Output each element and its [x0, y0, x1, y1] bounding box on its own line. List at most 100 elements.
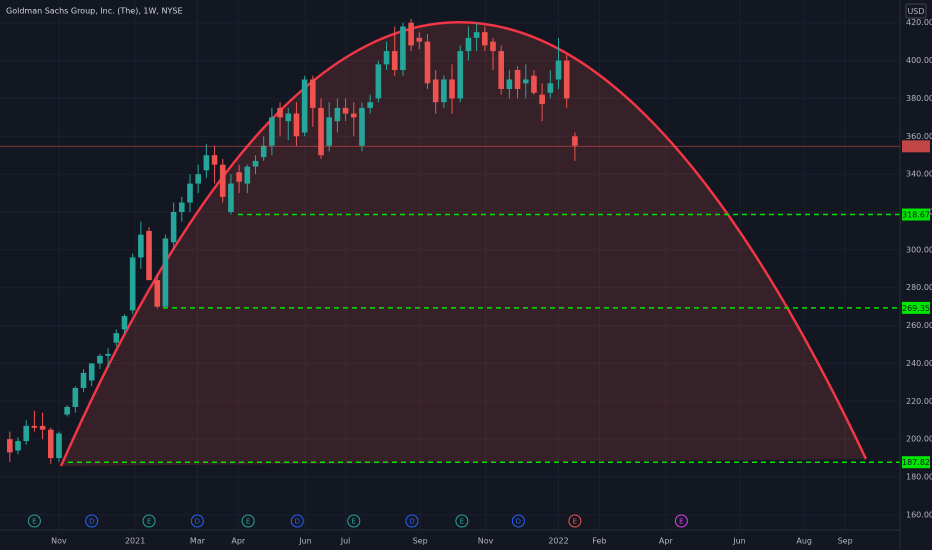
- event-letter: D: [89, 518, 94, 526]
- event-marker: [85, 514, 99, 528]
- arc-drawing: [59, 21, 868, 467]
- candle-body: [342, 107, 349, 114]
- x-tick-label: Apr: [659, 537, 674, 546]
- candle-body: [441, 79, 447, 103]
- event-marker: [142, 514, 156, 528]
- event-letter: E: [352, 518, 356, 526]
- plot: [0, 18, 900, 464]
- event-letter: D: [516, 518, 521, 526]
- candle-body: [97, 355, 103, 364]
- candle-body: [170, 212, 177, 243]
- price-line-label: 318.67: [902, 211, 930, 220]
- price-line-label: 187.82: [902, 458, 930, 467]
- candle-body: [138, 234, 144, 258]
- candle-body: [375, 64, 382, 99]
- candle-body: [162, 238, 169, 307]
- candle-body: [572, 136, 578, 146]
- candle-body: [113, 333, 120, 343]
- candle-body: [203, 155, 210, 171]
- event-marker: [190, 514, 204, 528]
- candle-body: [498, 51, 504, 89]
- candle-body: [195, 174, 201, 184]
- y-tick-label: 220.00: [906, 397, 932, 406]
- candle-body: [121, 316, 128, 330]
- price-line-box: [902, 456, 930, 469]
- event-marker: [511, 514, 525, 528]
- candle-body: [219, 164, 226, 197]
- candle-body: [449, 79, 455, 99]
- arc-fill: [61, 22, 866, 466]
- price-line-box: [902, 208, 930, 221]
- candle-body: [72, 388, 79, 407]
- y-tick-label: 180.00: [906, 473, 932, 482]
- candle-body: [506, 79, 513, 89]
- y-tick-label: 300.00: [906, 245, 932, 254]
- candle-body: [15, 441, 21, 451]
- candle-body: [301, 79, 308, 133]
- event-marker: [674, 514, 688, 528]
- event-letter: E: [147, 518, 151, 526]
- candle-body: [334, 107, 341, 122]
- candle-body: [285, 113, 292, 122]
- candle-body: [547, 83, 554, 93]
- event-marker: [290, 514, 304, 528]
- y-tick-label: 420.00: [906, 18, 932, 27]
- candle-body: [391, 51, 398, 71]
- candle-body: [146, 230, 152, 281]
- candle-body: [326, 117, 333, 146]
- candle-body: [88, 363, 95, 381]
- x-tick-label: Jun: [732, 537, 746, 546]
- x-tick-label: Nov: [478, 537, 494, 546]
- x-tick-label: Jul: [340, 537, 351, 546]
- candle-body: [416, 37, 423, 42]
- candle-body: [236, 172, 242, 182]
- chart-title: Goldman Sachs Group, Inc. (The), 1W, NYS…: [6, 7, 183, 16]
- candle-body: [228, 183, 234, 212]
- event-letter: D: [409, 518, 414, 526]
- candle-body: [179, 202, 185, 212]
- candle-body: [154, 280, 161, 307]
- last-price-box: [902, 140, 930, 153]
- candle-body: [457, 51, 464, 99]
- candle-body: [367, 102, 373, 108]
- candle-body: [269, 117, 275, 146]
- x-tick-label: Sep: [838, 537, 853, 546]
- y-tick-label: 360.00: [906, 132, 932, 141]
- x-tick-label: Sep: [413, 537, 428, 546]
- candle-body: [318, 107, 324, 156]
- price-line-box: [902, 301, 930, 314]
- y-tick-label: 380.00: [906, 94, 932, 103]
- currency: USD: [907, 7, 924, 16]
- candle-body: [80, 372, 87, 389]
- event-letter: E: [32, 518, 36, 526]
- y-tick-label: 240.00: [906, 359, 932, 368]
- candle-body: [252, 160, 259, 167]
- candle-body: [31, 425, 38, 428]
- x-tick-label: Nov: [51, 537, 67, 546]
- candle-body: [277, 107, 283, 118]
- x-tick-label: Aug: [796, 537, 812, 546]
- y-tick-label: 340.00: [906, 170, 932, 179]
- candle-body: [482, 32, 488, 46]
- candle-body: [260, 145, 267, 158]
- candle-body: [350, 113, 357, 118]
- candle-body: [39, 425, 46, 430]
- candle-body: [359, 107, 365, 146]
- y-tick-label: 200.00: [906, 435, 932, 444]
- event-letter: D: [195, 518, 200, 526]
- event-letter: D: [295, 518, 300, 526]
- event-marker: [27, 514, 41, 528]
- candle-body: [563, 60, 570, 99]
- candle-body: [129, 257, 136, 311]
- candle-body: [490, 41, 496, 52]
- event-marker: [405, 514, 419, 528]
- candle-body: [310, 79, 316, 108]
- x-tick-label: Jun: [298, 537, 312, 546]
- event-letter: E: [246, 518, 250, 526]
- y-tick-label: 260.00: [906, 321, 932, 330]
- x-tick-label: Mar: [190, 537, 206, 546]
- candle-body: [383, 51, 390, 65]
- candle-body: [424, 41, 431, 84]
